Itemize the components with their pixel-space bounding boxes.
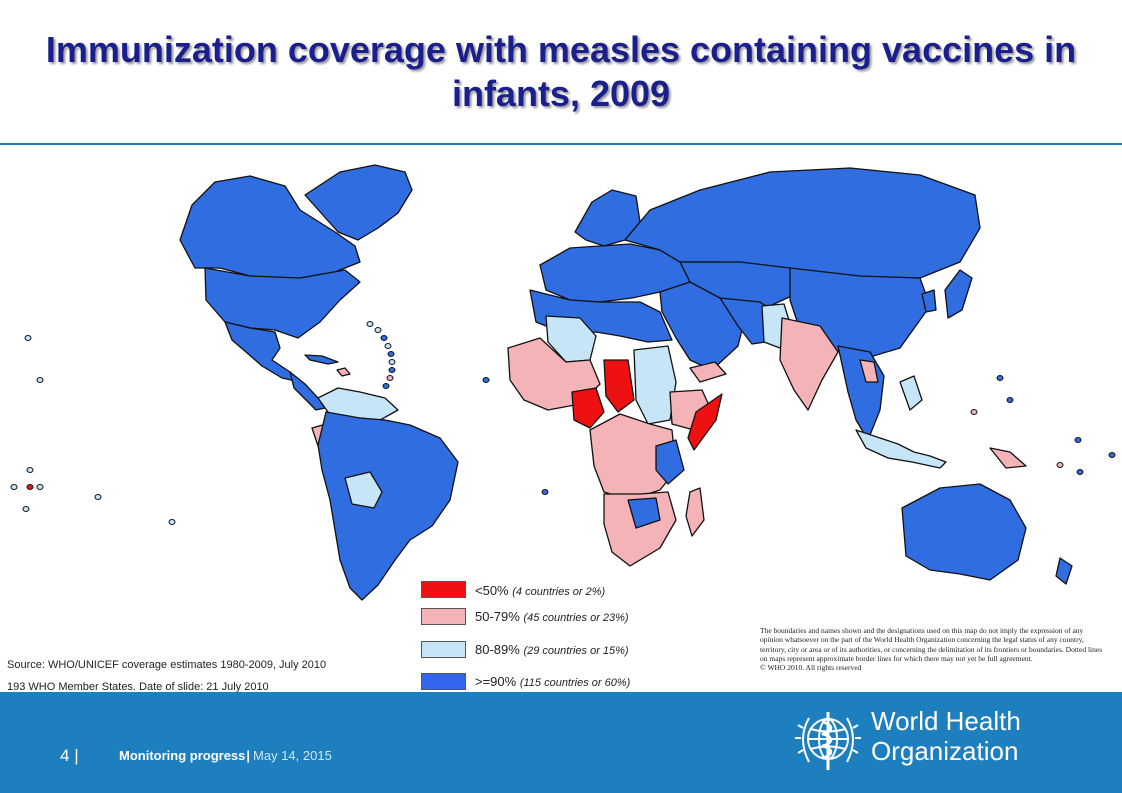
copyright-notice: © WHO 2010. All rights reserved: [760, 663, 862, 673]
footer-bar: [0, 692, 1122, 793]
region-bolivia: [344, 471, 383, 509]
region-cuba: [304, 354, 339, 365]
region-laos: [859, 359, 879, 383]
region-new-zealand: [1055, 557, 1073, 585]
region-madagascar: [685, 487, 705, 537]
slide-title: Immunization coverage with measles conta…: [45, 29, 1077, 114]
region-chad: [603, 359, 635, 413]
legend-label-80-89: 80-89% (29 countries or 15%): [475, 642, 629, 657]
title-divider: [0, 143, 1122, 145]
region-greenland: [304, 164, 413, 241]
region-papua-new-guinea: [989, 447, 1027, 469]
world-coverage-map: [10, 164, 1116, 601]
who-emblem-icon: [795, 712, 861, 770]
region-somalia: [687, 393, 723, 451]
region-sudan: [633, 345, 677, 425]
region-east-africa: [655, 439, 685, 485]
region-japan: [944, 269, 973, 319]
region-indonesia: [855, 429, 947, 469]
region-zambia-zimbabwe: [627, 497, 661, 529]
map-disclaimer: The boundaries and names shown and the d…: [760, 626, 1103, 673]
region-yemen: [689, 361, 727, 383]
pacific-islands: [10, 335, 1116, 525]
member-states-line: 193 WHO Member States. Date of slide: 21…: [7, 681, 269, 693]
region-korea: [921, 289, 937, 313]
region-nigeria: [571, 387, 605, 429]
page-number: 4 |: [60, 746, 79, 765]
footer-caption: Monitoring progress| May 14, 2015: [119, 748, 332, 763]
who-wordmark: World Health Organization: [871, 706, 1021, 766]
region-central-america: [289, 371, 326, 411]
legend-label-90-plus: >=90% (115 countries or 60%): [475, 674, 631, 689]
region-haiti: [336, 367, 351, 377]
legend-label-50-79: 50-79% (45 countries or 23%): [475, 609, 629, 624]
legend-swatch-90-plus: [421, 673, 466, 690]
region-india: [779, 317, 839, 411]
legend-swatch-50-79: [421, 608, 466, 625]
region-philippines: [899, 375, 923, 411]
region-russia: [624, 167, 981, 279]
legend-swatch-below-50: [421, 581, 466, 598]
legend-label-below-50: <50% (4 countries or 2%): [475, 583, 606, 598]
caribbean-islands: [366, 321, 396, 389]
legend-swatch-80-89: [421, 641, 466, 658]
region-south-america: [317, 411, 459, 601]
region-australia: [901, 483, 1027, 581]
source-line: Source: WHO/UNICEF coverage estimates 19…: [7, 659, 327, 671]
